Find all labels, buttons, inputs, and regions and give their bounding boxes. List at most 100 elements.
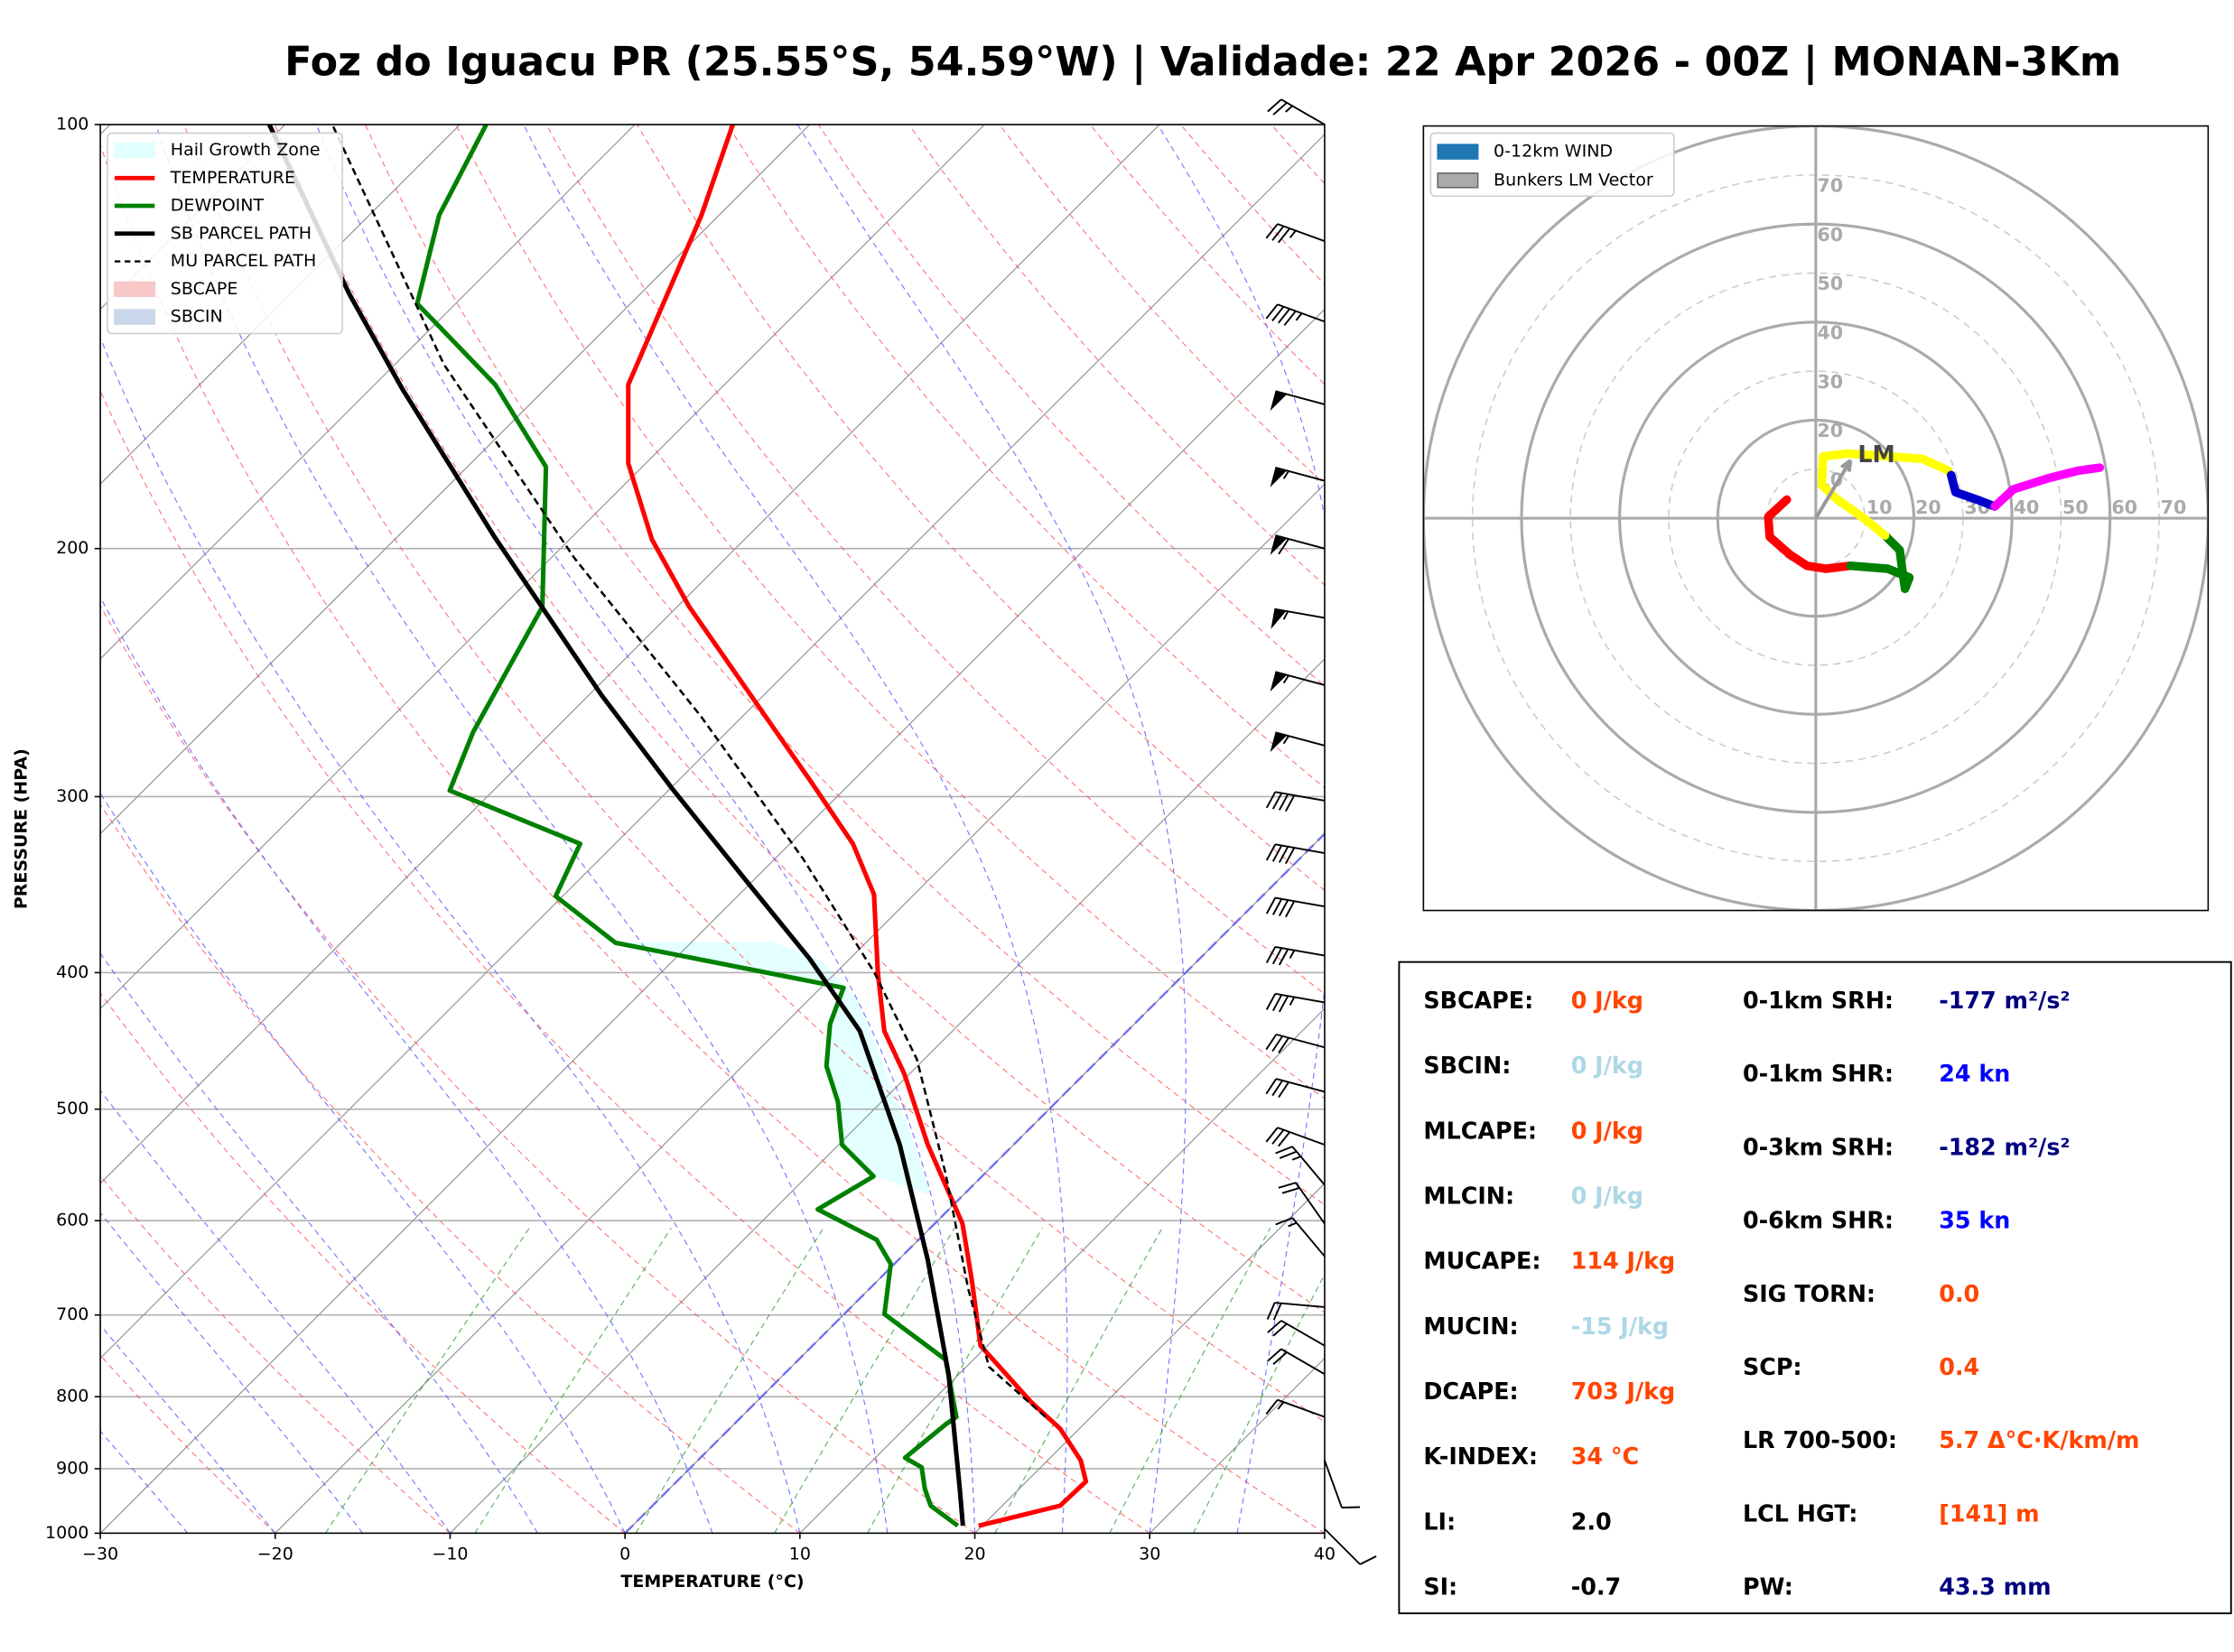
mixing-ratio-line (1109, 1228, 1271, 1534)
isotherm (799, 1007, 1325, 1534)
y-tick-label: 400 (56, 962, 88, 982)
index-label: 0-1km SRH: (1743, 987, 1894, 1014)
index-label: MUCAPE: (1423, 1248, 1541, 1275)
y-tick-label: 200 (56, 538, 88, 558)
wind-barb (1278, 1182, 1326, 1225)
index-value: 0 J/kg (1571, 987, 1643, 1014)
wind-barb (1265, 1398, 1326, 1418)
ring-label: 50 (1817, 273, 1843, 294)
y-tick-label: 700 (56, 1304, 88, 1324)
wind-barb (1270, 466, 1326, 487)
ring-label: 10 (1866, 497, 1893, 518)
wind-barb (1265, 992, 1326, 1013)
wind-barb (1265, 896, 1326, 918)
indices-table (1398, 961, 2232, 1615)
freezing-isotherm (624, 831, 1325, 1534)
ring-label: 50 (2062, 497, 2089, 518)
wind-barb (1324, 1527, 1377, 1565)
index-value: 34 °C (1571, 1443, 1639, 1470)
ring-label: 70 (2161, 497, 2187, 518)
wind-barb (1265, 791, 1326, 812)
ring-label: 70 (1817, 175, 1843, 197)
x-tick-label: −20 (257, 1545, 293, 1564)
index-value: 0 J/kg (1571, 1117, 1643, 1144)
index-value: 0 J/kg (1571, 1183, 1643, 1210)
dry-adiabat (100, 803, 801, 1534)
dry-adiabat (100, 389, 1150, 1534)
hodograph-line (1764, 495, 1856, 573)
dry-adiabat (183, 124, 1325, 1423)
index-label: SIG TORN: (1743, 1280, 1876, 1307)
ring-label: 40 (1817, 321, 1843, 343)
legend-label: MU PARCEL PATH (171, 251, 317, 271)
moist-adiabat (155, 124, 889, 1534)
index-value: -0.7 (1571, 1573, 1621, 1600)
index-value: -15 J/kg (1571, 1313, 1669, 1340)
dry-adiabat (545, 124, 1325, 995)
wind-barb (1265, 843, 1326, 865)
mixing-ratio-line (774, 1228, 955, 1534)
ring-label: 40 (2014, 497, 2040, 518)
legend-swatch (114, 142, 156, 159)
x-tick-label: 0 (619, 1545, 630, 1564)
legend-swatch (1437, 144, 1479, 160)
isotherm (974, 1183, 1325, 1534)
profile-line (414, 124, 960, 1528)
legend-swatch (114, 309, 156, 325)
y-tick-label: 500 (56, 1099, 88, 1118)
index-value: -182 m²/s² (1939, 1133, 2070, 1160)
x-tick-label: 40 (1314, 1545, 1336, 1564)
x-tick-label: 30 (1139, 1545, 1160, 1564)
mixing-ratio-line (866, 1228, 1043, 1534)
index-label: MLCIN: (1423, 1183, 1514, 1210)
dry-adiabat (637, 124, 1325, 892)
legend-label: TEMPERATURE (170, 168, 295, 188)
index-value: [141] m (1939, 1499, 2039, 1527)
hodograph-line (1990, 463, 2105, 511)
ring-label: 30 (1817, 371, 1843, 393)
index-label: LI: (1423, 1508, 1456, 1535)
isotherm (100, 308, 1325, 1534)
mixing-ratio-line (1193, 1273, 1325, 1534)
skewt-plot (100, 124, 1325, 1534)
index-label: LCL HGT: (1743, 1499, 1857, 1527)
y-axis-label: PRESSURE (HPA) (11, 748, 31, 909)
index-value: -177 m²/s² (1939, 987, 2070, 1014)
moist-adiabat (1157, 124, 1325, 1534)
x-axis-label: TEMPERATURE (°C) (620, 1572, 804, 1592)
wind-barb (1324, 1460, 1360, 1508)
mixing-ratio-line (324, 1227, 530, 1534)
ring-label: 20 (1817, 420, 1843, 441)
wind-barb (1265, 945, 1326, 966)
index-label: K-INDEX: (1423, 1443, 1538, 1470)
wind-barb (1267, 1320, 1326, 1347)
index-label: MUCIN: (1423, 1313, 1518, 1340)
wind-barb (1270, 390, 1326, 412)
index-value: 703 J/kg (1571, 1378, 1675, 1405)
y-tick-label: 1000 (45, 1523, 88, 1543)
isotherm (100, 124, 811, 835)
profile-line (626, 124, 1089, 1528)
index-label: SBCIN: (1423, 1052, 1511, 1079)
dry-adiabat (817, 124, 1325, 687)
hodograph-line (1946, 470, 1999, 511)
storm-motion-label: LM (1857, 441, 1894, 468)
wind-barb (1265, 1033, 1326, 1053)
isotherm (100, 124, 1160, 1184)
wind-barb (1275, 1146, 1326, 1186)
y-tick-label: 100 (56, 114, 88, 134)
title: Foz do Iguacu PR (25.55°S, 54.59°W) | Va… (284, 39, 2121, 85)
index-value: 0.0 (1939, 1280, 1979, 1307)
index-label: 0-6km SHR: (1743, 1207, 1894, 1234)
wind-barb (1265, 223, 1326, 244)
wind-barb (1270, 731, 1326, 753)
dry-adiabat (999, 124, 1325, 486)
y-tick-label: 900 (56, 1458, 88, 1478)
legend-label: 0-12km WIND (1494, 142, 1613, 162)
y-tick-label: 800 (56, 1387, 88, 1406)
dry-adiabat (365, 124, 1325, 1206)
legend-label: DEWPOINT (171, 196, 265, 216)
index-label: PW: (1743, 1573, 1793, 1601)
